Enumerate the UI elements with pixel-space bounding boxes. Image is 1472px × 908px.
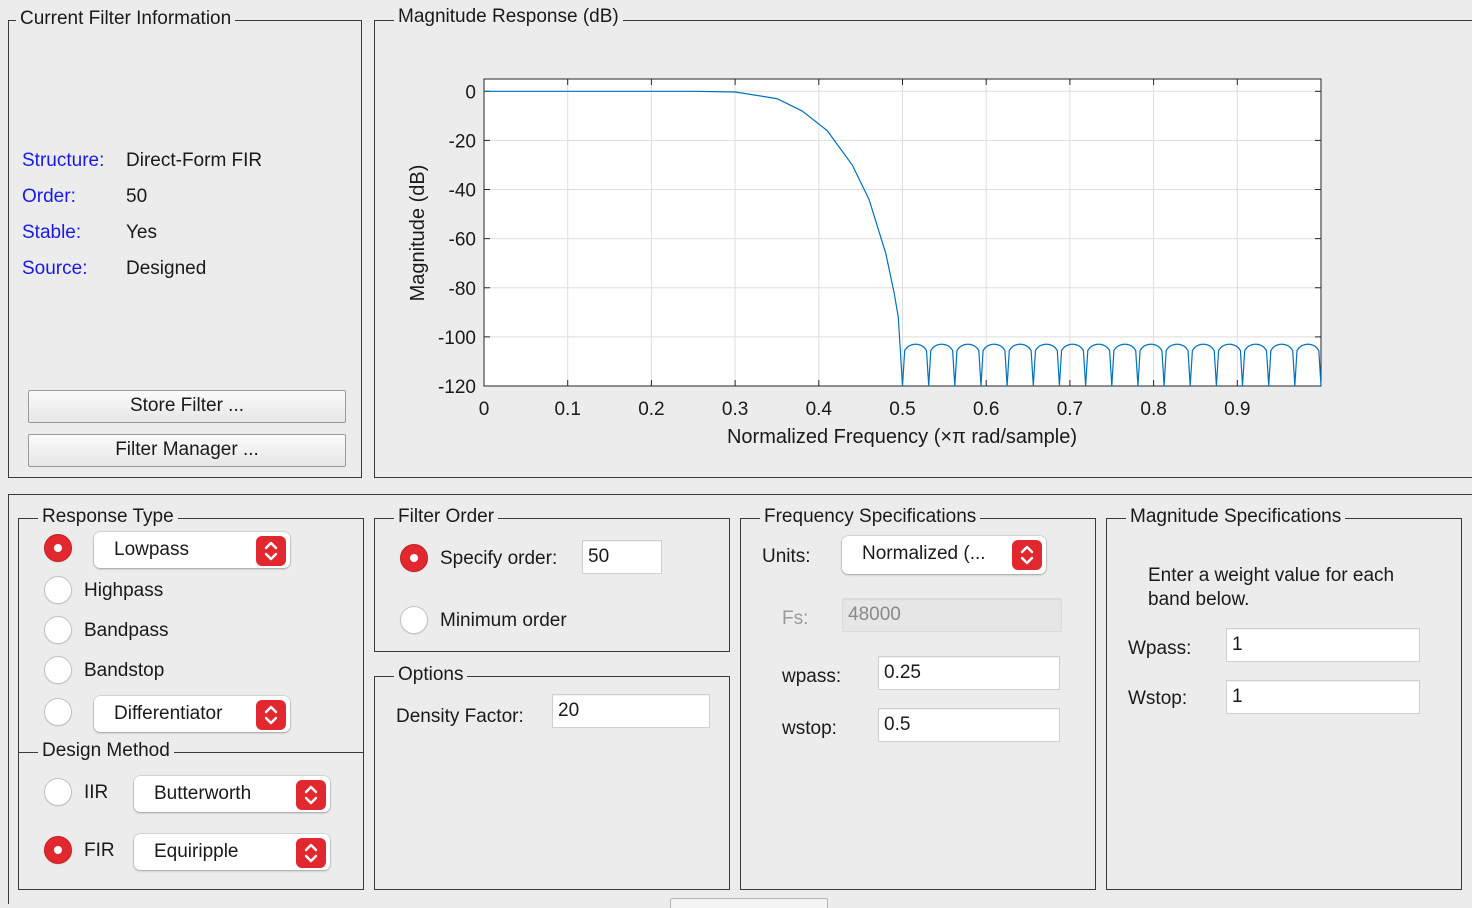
y-tick-label: -120 (438, 377, 476, 398)
bandpass-radio[interactable] (44, 616, 72, 644)
stepper-icon (296, 780, 326, 810)
y-axis-label: Magnitude (dB) (407, 165, 429, 302)
x-tick-label: 0.8 (1140, 399, 1166, 420)
response-type-value: Lowpass (114, 539, 189, 560)
frequency-specs-title: Frequency Specifications (760, 506, 981, 528)
x-tick-label: 0.2 (638, 399, 664, 420)
wpass-input[interactable]: 0.25 (878, 656, 1060, 690)
filter-manager-button[interactable]: Filter Manager ... (28, 434, 346, 467)
density-factor-label: Density Factor: (396, 706, 524, 727)
fir-label: FIR (84, 840, 115, 861)
differentiator-radio[interactable] (44, 698, 72, 726)
y-tick-label: -40 (449, 181, 476, 202)
specify-order-radio[interactable] (400, 544, 428, 572)
specify-order-label: Specify order: (440, 548, 558, 569)
bandpass-label: Bandpass (84, 620, 169, 641)
iir-method-select[interactable]: Butterworth (134, 776, 330, 812)
y-tick-label: -60 (449, 230, 476, 251)
units-value: Normalized (... (862, 543, 986, 564)
units-label: Units: (762, 546, 811, 567)
order-label: Order: (22, 186, 76, 207)
y-tick-label: -80 (449, 279, 476, 300)
current-filter-title: Current Filter Information (16, 8, 236, 30)
source-label: Source: (22, 258, 88, 279)
chart-grid (484, 79, 1321, 386)
x-tick-label: 0.9 (1224, 399, 1250, 420)
magnitude-specs-description: Enter a weight value for each band below… (1148, 565, 1395, 610)
design-panel (8, 494, 1472, 904)
highpass-radio[interactable] (44, 576, 72, 604)
highpass-label: Highpass (84, 580, 164, 601)
x-tick-label: 0 (479, 399, 490, 420)
fir-radio[interactable] (44, 836, 72, 864)
design-method-title: Design Method (38, 740, 174, 762)
chart-ticks: 0 0.1 0.2 0.3 0.4 0.5 0.6 0.7 0.8 0.9 0 -20 -40 -60 -8… (438, 79, 1322, 420)
magnitude-specs-title: Magnitude Specifications (1126, 506, 1346, 528)
magnitude-series-line (484, 90, 1322, 387)
wpass-label: wpass: (782, 666, 842, 687)
wpass-weight-label: Wpass: (1128, 638, 1192, 659)
design-filter-button[interactable] (670, 898, 828, 908)
fir-method-select[interactable]: Equiripple (134, 834, 330, 870)
y-tick-label: -100 (438, 328, 476, 349)
stepper-icon (296, 838, 326, 868)
order-value: 50 (126, 186, 148, 207)
options-group (374, 676, 730, 890)
filter-order-title: Filter Order (394, 506, 499, 528)
iir-radio[interactable] (44, 778, 72, 806)
magnitude-response-panel (374, 20, 1472, 478)
bandstop-label: Bandstop (84, 660, 165, 681)
structure-label: Structure: (22, 150, 105, 171)
response-type-group (18, 518, 364, 890)
source-value: Designed (126, 258, 207, 279)
order-input[interactable]: 50 (582, 540, 662, 574)
x-tick-label: 0.3 (722, 399, 748, 420)
x-tick-label: 0.5 (889, 399, 915, 420)
filter-order-group (374, 518, 730, 652)
wpass-weight-input[interactable]: 1 (1226, 628, 1420, 662)
x-tick-label: 0.1 (554, 399, 580, 420)
bandstop-radio[interactable] (44, 656, 72, 684)
x-tick-label: 0.4 (806, 399, 833, 420)
stepper-icon (256, 700, 286, 730)
wstop-weight-input[interactable]: 1 (1226, 680, 1420, 714)
response-type-select[interactable]: Lowpass (94, 532, 290, 568)
differentiator-select[interactable]: Differentiator (94, 696, 290, 732)
store-filter-button[interactable]: Store Filter ... (28, 390, 346, 423)
structure-value: Direct-Form FIR (126, 150, 263, 171)
stable-value: Yes (126, 222, 157, 243)
wstop-label: wstop: (782, 718, 837, 739)
response-type-title: Response Type (38, 506, 178, 528)
minimum-order-label: Minimum order (440, 610, 567, 631)
wstop-weight-label: Wstop: (1128, 688, 1188, 709)
chart-series (484, 90, 1322, 387)
wstop-input[interactable]: 0.5 (878, 708, 1060, 742)
x-axis-label: Normalized Frequency (×π rad/sample) (727, 426, 1077, 448)
stepper-icon (256, 536, 286, 566)
y-tick-label: -20 (449, 131, 476, 152)
y-tick-label: 0 (465, 82, 476, 103)
iir-method-value: Butterworth (154, 783, 252, 804)
design-method-divider (18, 752, 364, 753)
magnitude-response-title: Magnitude Response (dB) (394, 6, 623, 28)
minimum-order-radio[interactable] (400, 606, 428, 634)
fs-label: Fs: (782, 608, 809, 629)
stable-label: Stable: (22, 222, 82, 243)
magnitude-response-chart: 0 0.1 0.2 0.3 0.4 0.5 0.6 0.7 0.8 0.9 0 -20 -40 -60 -8… (407, 78, 1322, 448)
density-factor-input[interactable]: 20 (552, 694, 710, 728)
iir-label: IIR (84, 782, 109, 803)
x-tick-label: 0.6 (973, 399, 999, 420)
fir-method-value: Equiripple (154, 841, 239, 862)
differentiator-value: Differentiator (114, 703, 223, 724)
lowpass-radio[interactable] (44, 534, 72, 562)
x-tick-label: 0.7 (1057, 399, 1083, 420)
stepper-icon (1012, 540, 1042, 570)
units-select[interactable]: Normalized (... (842, 536, 1046, 574)
fs-input: 48000 (842, 598, 1062, 632)
options-title: Options (394, 664, 468, 686)
